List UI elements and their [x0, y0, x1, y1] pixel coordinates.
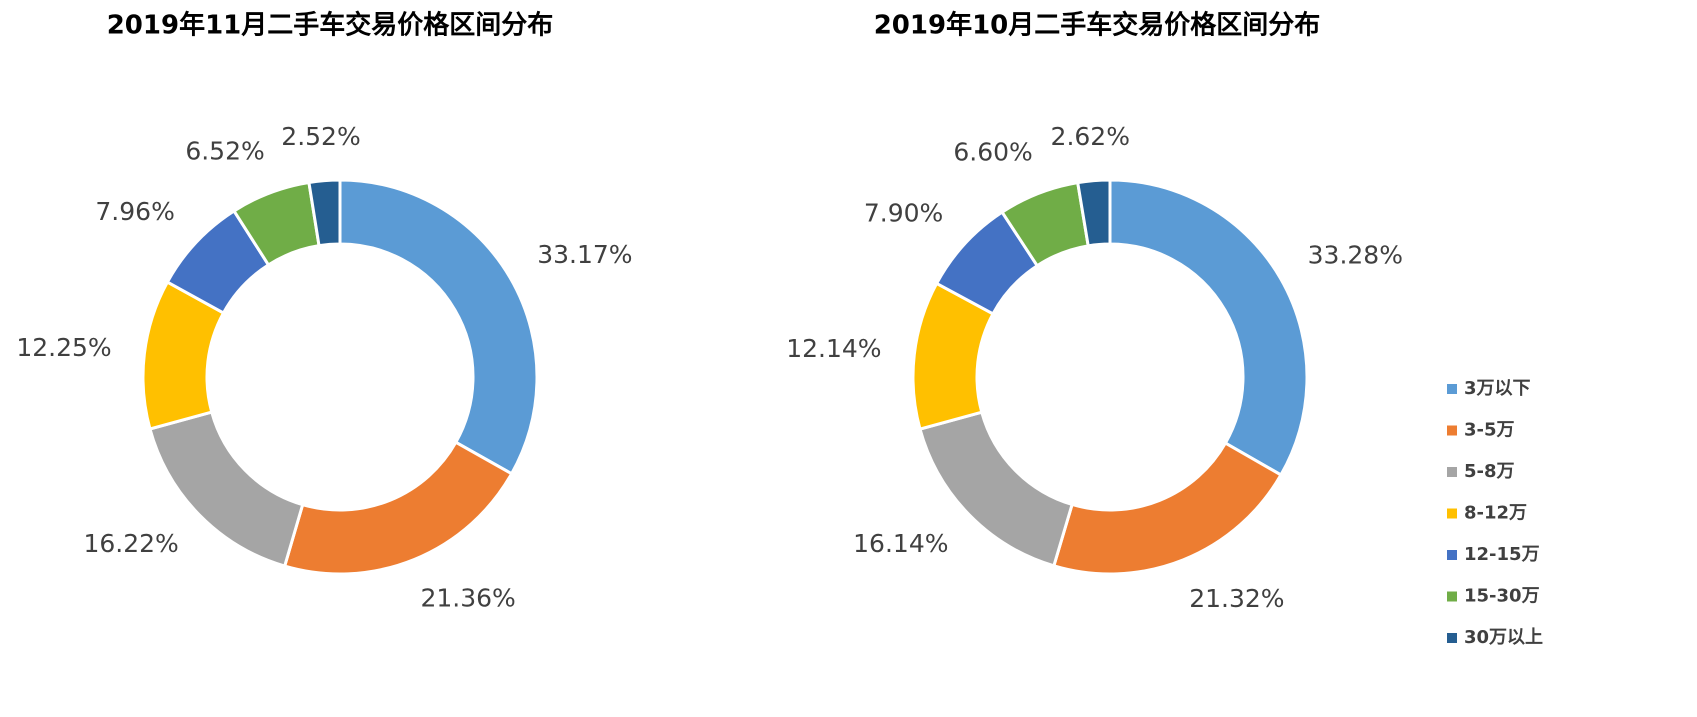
legend-swatch [1447, 591, 1457, 602]
legend-label: 3-5万 [1464, 420, 1515, 441]
slice: 3万以下 [338, 178, 539, 476]
legend-label: 12-15万 [1464, 544, 1540, 565]
slice: 30万以上 [307, 178, 342, 248]
data-label: 12.14% [786, 334, 881, 363]
legend-label: 15-30万 [1464, 586, 1540, 607]
data-label: 2.52% [281, 122, 360, 151]
data-label: 6.60% [953, 137, 1032, 166]
slice: 30万以上 [1075, 178, 1112, 248]
legend-label: 30万以上 [1464, 627, 1543, 648]
legend-swatch [1447, 425, 1457, 436]
data-label: 33.17% [537, 240, 632, 269]
data-label: 21.36% [420, 583, 515, 612]
data-label: 6.52% [185, 137, 264, 166]
data-label: 16.22% [83, 529, 178, 558]
legend-swatch [1447, 633, 1457, 643]
slice: 3-5万 [1051, 441, 1283, 576]
chart-title: 2019年11月二手车交易价格区间分布 [107, 10, 554, 41]
legend-label: 5-8万 [1464, 461, 1515, 482]
data-label: 16.14% [853, 529, 948, 558]
chart-title: 2019年10月二手车交易价格区间分布 [874, 10, 1321, 41]
legend-label: 3万以下 [1464, 378, 1531, 399]
data-label: 12.25% [16, 333, 111, 362]
legend-swatch [1447, 384, 1457, 394]
data-label: 7.96% [95, 197, 174, 226]
slice: 3万以下 [1108, 178, 1309, 477]
data-label: 7.90% [864, 199, 943, 228]
data-label: 33.28% [1308, 241, 1403, 270]
legend-swatch [1447, 467, 1457, 477]
slice: 3-5万 [282, 440, 514, 576]
legend-swatch [1447, 550, 1457, 560]
legend-swatch [1447, 508, 1457, 519]
data-label: 2.62% [1051, 122, 1130, 151]
legend-label: 8-12万 [1464, 503, 1527, 524]
data-label: 21.32% [1189, 584, 1284, 613]
